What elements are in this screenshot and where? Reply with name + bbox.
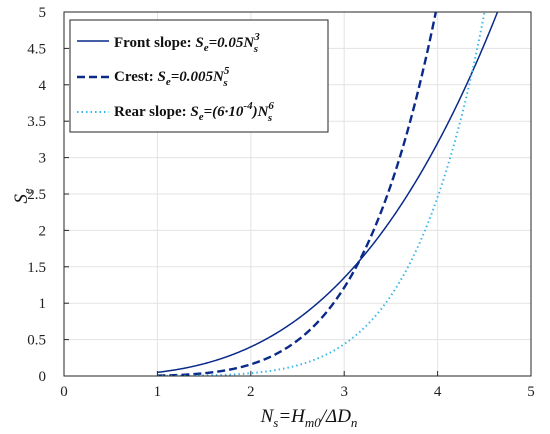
y-tick-label: 1	[39, 296, 47, 312]
y-tick-label: 3	[39, 151, 47, 167]
y-tick-label: 3.5	[27, 114, 46, 130]
legend-box	[69, 19, 329, 133]
x-axis-ticks: 0 1 2 3 4 5	[60, 371, 535, 400]
y-tick-label: 5	[39, 5, 47, 21]
y-tick-label: 0.5	[27, 333, 46, 349]
x-tick-label: 2	[247, 384, 255, 400]
y-axis-ticks: 0 0.5 1 1.5 2 2.5 3 3.5 4 4.5 5	[27, 5, 69, 385]
y-axis-label: Se	[11, 188, 35, 204]
series-lines	[157, 12, 499, 376]
series-line-2	[157, 12, 486, 376]
y-tick-label: 4.5	[27, 41, 46, 57]
x-tick-label: 5	[527, 384, 535, 400]
y-tick-label: 0	[39, 369, 47, 385]
x-tick-label: 3	[340, 384, 348, 400]
x-tick-label: 4	[434, 384, 442, 400]
y-tick-label: 4	[39, 78, 47, 94]
series-line-1	[157, 12, 438, 376]
y-tick-label: 1.5	[27, 260, 46, 276]
y-tick-label: 2	[39, 223, 47, 239]
legend: Front slope: Se=0.05N3 s Crest: Se=0.005N…	[69, 19, 329, 133]
x-axis-label: Ns=Hm0/ΔDn	[260, 406, 358, 430]
x-tick-label: 1	[154, 384, 162, 400]
y-tick-label: 2.5	[27, 187, 46, 203]
x-tick-label: 0	[60, 384, 68, 400]
series-line-0	[157, 12, 499, 374]
